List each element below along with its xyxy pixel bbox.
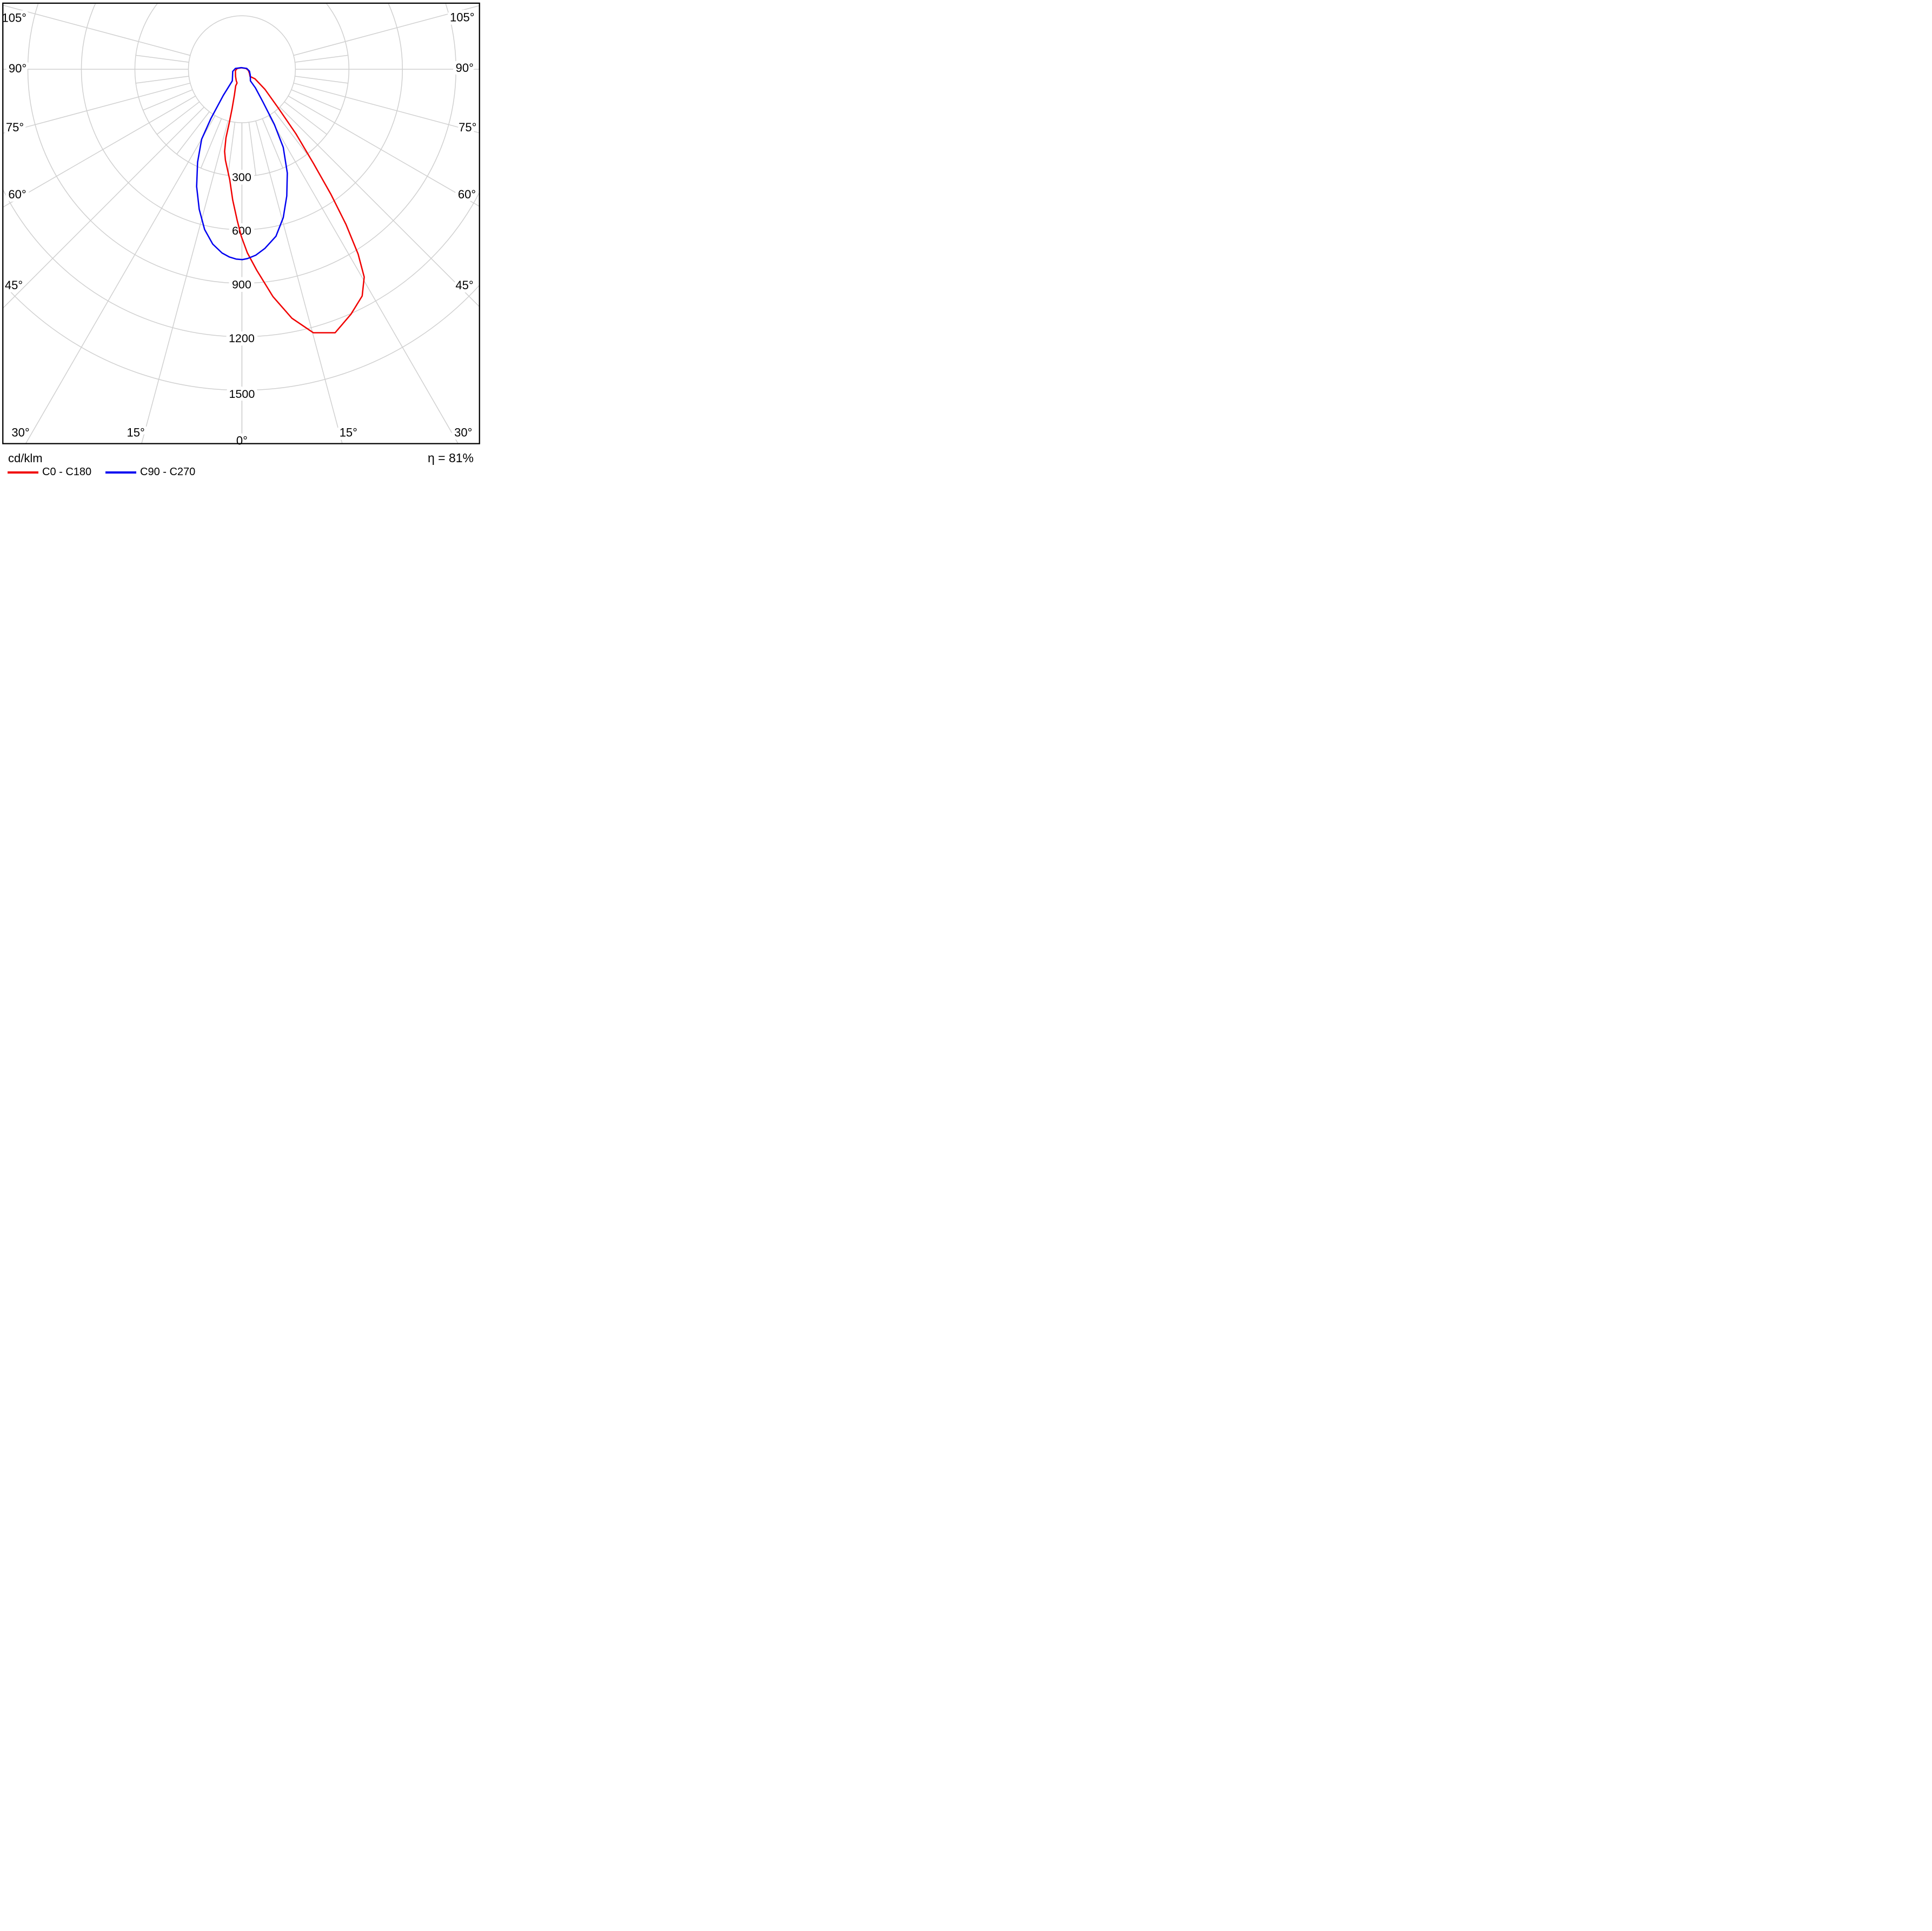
angle-label-15: 15° <box>127 425 145 439</box>
radial-minor-line--37.5 <box>176 111 210 155</box>
legend-label-c0-c180: C0 - C180 <box>42 466 92 478</box>
radial-minor-line--67.5 <box>143 89 193 111</box>
angle-label-60: 60° <box>8 188 26 201</box>
angle-label-15: 15° <box>340 425 357 439</box>
radial-unit-label: cd/klm <box>8 451 43 465</box>
value-label-1200: 1200 <box>229 332 255 345</box>
radial-line-30 <box>268 115 459 444</box>
radial-minor-line-82.5 <box>295 76 348 84</box>
angle-label-105: 105° <box>2 11 26 25</box>
efficiency-value: η = 81% <box>427 451 474 465</box>
angle-label-105: 105° <box>450 11 474 24</box>
legend: C0 - C180 C90 - C270 <box>8 466 475 478</box>
grid-ring-1 <box>188 15 296 123</box>
legend-swatch-red <box>8 471 38 474</box>
radial-minor-line-7.5 <box>248 122 256 176</box>
angle-label-30: 30° <box>11 425 29 439</box>
radial-minor-line--82.5 <box>136 76 189 84</box>
angle-label-90: 90° <box>456 61 474 75</box>
radial-minor-line--7.5 <box>227 122 236 176</box>
value-label-300: 300 <box>232 171 251 184</box>
value-label-1500: 1500 <box>229 388 255 401</box>
radial-line-75 <box>293 82 480 134</box>
angle-label-0: 0° <box>236 434 248 447</box>
angle-label-30: 30° <box>454 425 472 439</box>
legend-item-c0-c180: C0 - C180 <box>8 466 91 478</box>
legend-swatch-blue <box>105 471 136 474</box>
angle-label-45: 45° <box>5 278 23 292</box>
polar-grid <box>3 3 480 444</box>
legend-item-c90-c270: C90 - C270 <box>105 466 195 478</box>
radial-minor-line--97.5 <box>136 55 189 63</box>
value-label-900: 900 <box>232 278 251 291</box>
radial-minor-line--22.5 <box>200 118 222 169</box>
radial-line-105 <box>293 5 480 56</box>
radial-line--75 <box>3 82 190 134</box>
curves <box>196 66 365 334</box>
radial-minor-line-67.5 <box>291 89 341 111</box>
angle-label-75: 75° <box>6 121 24 134</box>
caption-row: cd/klm η = 81% <box>8 451 474 465</box>
angle-label-45: 45° <box>455 278 473 292</box>
curve-c90-c270 <box>196 66 288 261</box>
radial-line-60 <box>288 95 480 207</box>
radial-minor-line-97.5 <box>295 55 348 63</box>
ldc-chart-canvas: 105° 90° 75° 60° 45° 30° 15° 0° 15° 30° 45° 60° 75° 9… <box>0 2 480 450</box>
radial-minor-line--52.5 <box>156 101 200 135</box>
radial-line--15 <box>141 121 229 444</box>
radial-line--105 <box>3 4 190 56</box>
angle-label-75: 75° <box>459 121 476 134</box>
radial-line--45 <box>3 106 204 309</box>
radial-minor-line-22.5 <box>262 118 283 169</box>
radial-minor-line-37.5 <box>274 111 308 155</box>
angle-label-60: 60° <box>458 188 476 201</box>
plot-frame <box>2 2 480 444</box>
radial-line--30 <box>25 115 216 444</box>
curve-c0-c180 <box>224 67 365 334</box>
radial-line--60 <box>3 95 196 208</box>
radial-line-15 <box>255 121 343 444</box>
photometric-polar-diagram: 105° 90° 75° 60° 45° 30° 15° 0° 15° 30° 45° 60° 75° 9… <box>0 0 483 483</box>
radial-minor-line-52.5 <box>284 101 327 135</box>
radial-line-45 <box>279 106 480 308</box>
legend-label-c90-c270: C90 - C270 <box>140 466 196 478</box>
angle-label-90: 90° <box>9 62 26 75</box>
